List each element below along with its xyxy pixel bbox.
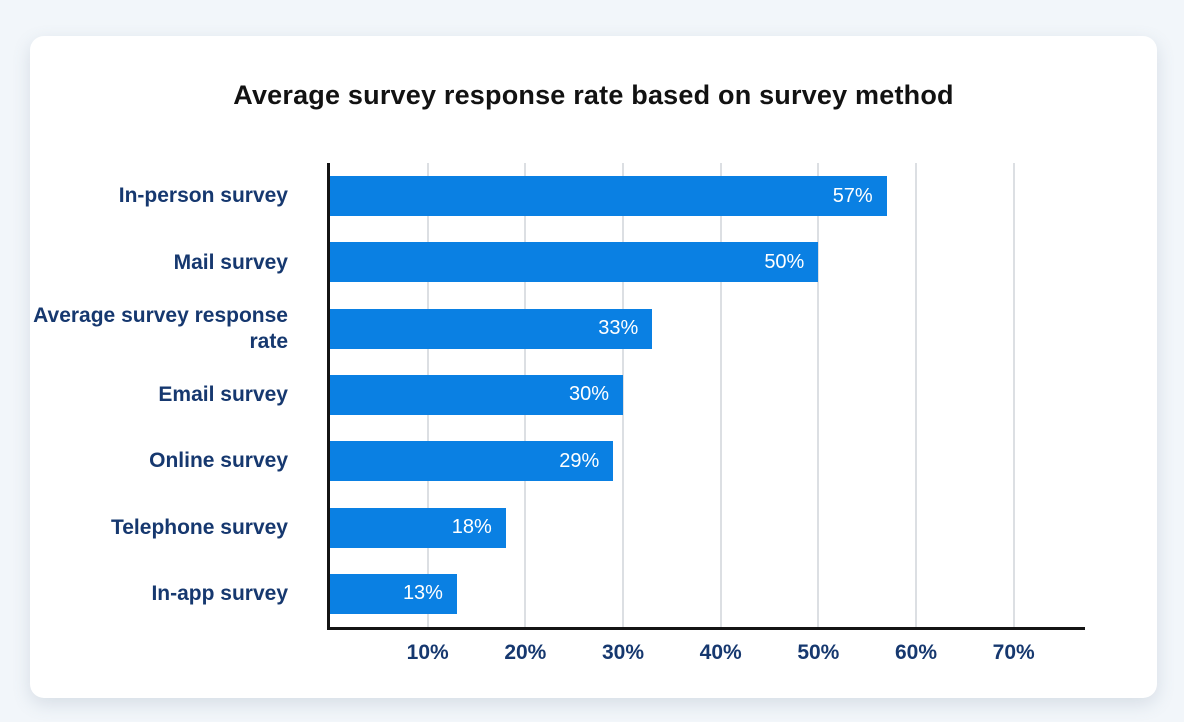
bar-row: 33% [330, 296, 1085, 362]
category-label-text: Telephone survey [110, 515, 288, 539]
bar-value-label: 30% [568, 383, 609, 406]
gridline [719, 163, 722, 627]
x-tick-label: 60% [895, 641, 938, 664]
category-label-text: In-app survey [151, 582, 288, 606]
bar-value-label: 29% [559, 449, 600, 472]
bar-value-label: 33% [598, 317, 639, 340]
plot-area: 57% 50% 33% 30% 29% 18% 13% 10% 20% 30% 40% 50% 60%… [327, 163, 1085, 664]
chart-title: Average survey response rate based on su… [233, 80, 954, 110]
category-label: Mail survey [30, 229, 288, 295]
category-label-text: Average survey response rate [33, 304, 288, 353]
bar: 50% [330, 242, 819, 283]
category-label: In-app survey [30, 561, 288, 627]
bar-row: 13% [330, 561, 1085, 627]
bar-row: 29% [330, 428, 1085, 494]
gridline [1012, 163, 1015, 627]
bar: 13% [330, 573, 457, 614]
category-label-text: Email survey [158, 383, 288, 407]
bar-chart: In-person survey Mail survey Average surve… [30, 163, 1157, 664]
x-tick-label: 70% [992, 641, 1035, 664]
category-label: Online survey [30, 428, 288, 494]
category-label-text: Mail survey [173, 250, 288, 274]
category-label: Telephone survey [30, 494, 288, 560]
chart-card: Average survey response rate based on su… [30, 36, 1157, 698]
category-label: Email survey [30, 362, 288, 428]
x-tick-label: 30% [601, 641, 645, 664]
x-tick-label: 10% [406, 641, 449, 664]
category-label-text: Online survey [149, 449, 288, 473]
x-tick-label: 50% [797, 641, 840, 664]
bar-value-label: 18% [451, 516, 492, 539]
x-tick-label: 20% [504, 641, 547, 664]
category-labels: In-person survey Mail survey Average surve… [30, 163, 288, 630]
gridline [817, 163, 820, 627]
bar-value-label: 57% [832, 184, 873, 207]
category-label: In-person survey [30, 163, 288, 229]
bar-row: 57% [330, 163, 1085, 229]
bar: 57% [330, 176, 887, 217]
bar-value-label: 50% [764, 250, 805, 273]
x-tick-label: 40% [699, 641, 742, 664]
bar: 30% [330, 374, 623, 415]
bar: 18% [330, 507, 506, 548]
bar-row: 50% [330, 229, 1085, 295]
bar-value-label: 13% [402, 582, 443, 605]
bar: 29% [330, 441, 614, 482]
bar-row: 18% [330, 494, 1085, 560]
gridline [622, 163, 624, 627]
category-label: Average survey response rate [30, 296, 288, 362]
bar: 33% [330, 308, 653, 349]
category-label-text: In-person survey [118, 184, 288, 208]
gridline [915, 163, 918, 627]
bar-row: 30% [330, 362, 1085, 428]
